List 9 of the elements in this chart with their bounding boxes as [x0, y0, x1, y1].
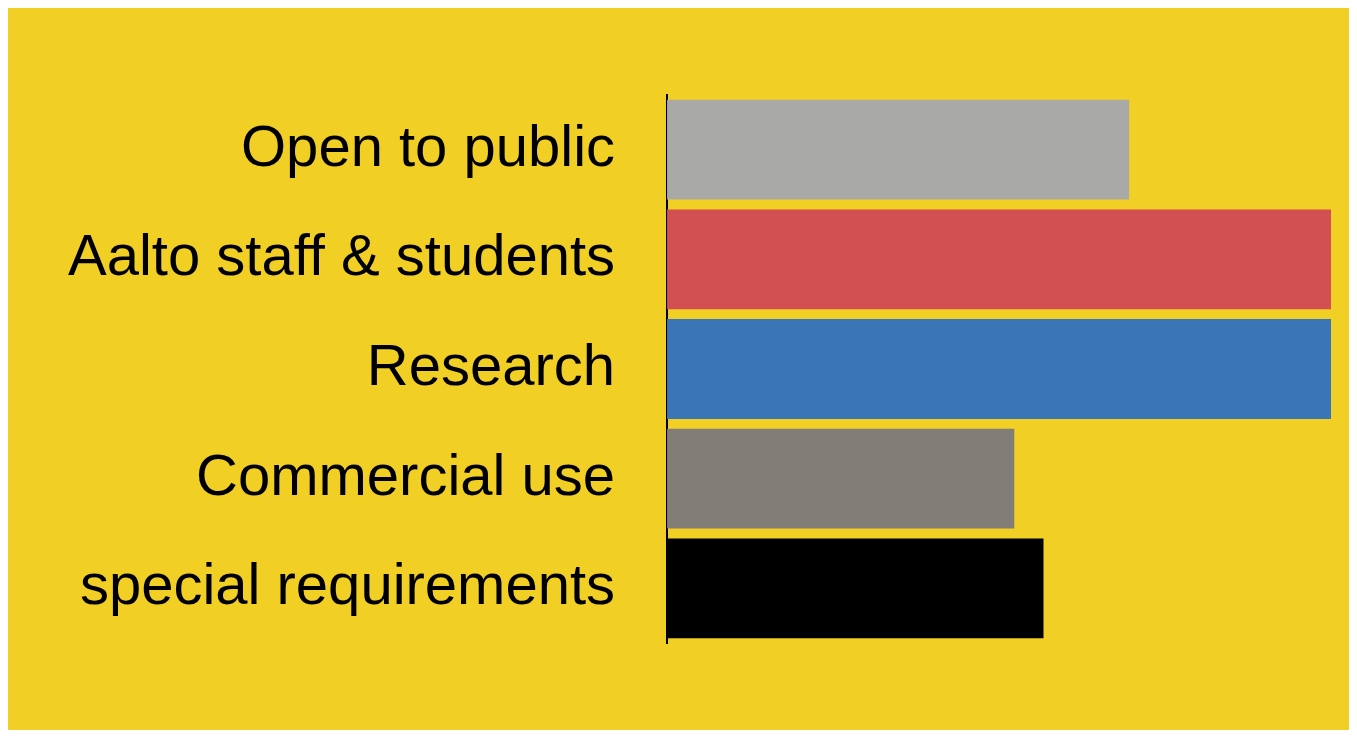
y-tick-label: Open to public	[241, 112, 616, 178]
y-tick-label: Research	[366, 332, 616, 397]
bar	[667, 209, 1331, 310]
bar	[667, 99, 1130, 200]
y-tick-label: Commercial use	[196, 441, 616, 507]
bar	[667, 319, 1331, 419]
y-tick-label: Aalto staff & students	[67, 222, 616, 288]
bar	[667, 428, 1015, 529]
y-tick-label: special requirements	[79, 551, 616, 617]
